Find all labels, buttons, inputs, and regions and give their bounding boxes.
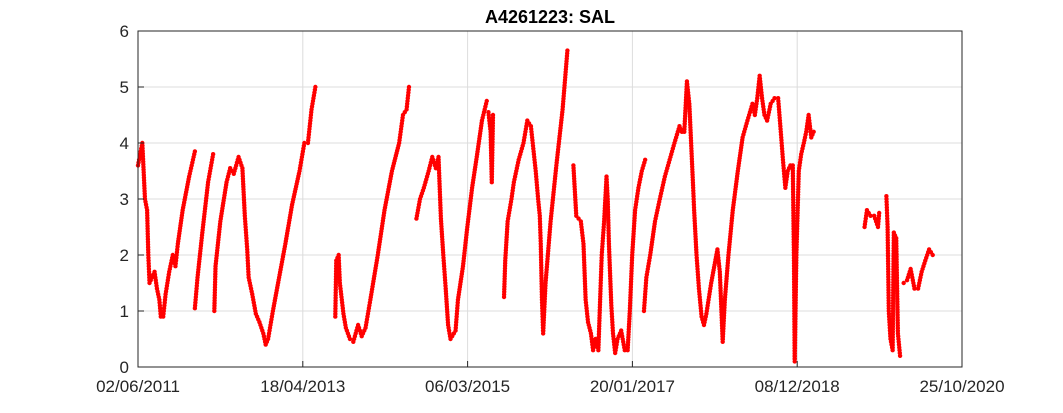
y-tick-label: 3: [120, 190, 129, 209]
data-point: [192, 149, 198, 154]
data-point: [897, 353, 903, 358]
y-tick-label: 0: [120, 358, 129, 377]
data-point: [484, 98, 489, 104]
data-point: [302, 140, 307, 146]
data-point: [811, 129, 816, 134]
data-point: [210, 152, 216, 157]
y-tick-label: 5: [120, 78, 129, 97]
data-point: [565, 48, 570, 53]
data-point: [876, 210, 882, 216]
chart-title: A4261223: SAL: [485, 7, 615, 27]
data-point: [406, 84, 412, 90]
data-point: [930, 252, 935, 258]
data-point: [912, 286, 917, 291]
grid: [137, 30, 963, 368]
x-tick-label: 06/03/2015: [425, 377, 510, 396]
data-point: [642, 157, 648, 162]
data-point: [490, 112, 496, 118]
x-tick-label: 25/10/2020: [919, 377, 1004, 396]
x-tick-label: 20/01/2017: [590, 377, 675, 396]
y-tick-label: 4: [120, 134, 129, 153]
x-tick-label: 18/04/2013: [260, 377, 345, 396]
y-tick-label: 2: [120, 246, 129, 265]
data-series: [135, 48, 935, 364]
data-point: [772, 96, 777, 101]
x-tick-label: 08/12/2018: [755, 377, 840, 396]
data-point: [901, 280, 906, 286]
data-point: [868, 213, 873, 218]
y-tick-label: 6: [120, 22, 129, 41]
y-tick-label: 1: [120, 302, 129, 321]
x-axis: 02/06/2011 18/04/2013 06/03/2015 20/01/2017…: [96, 361, 1005, 396]
data-point: [347, 336, 353, 342]
x-tick-label: 02/06/2011: [96, 377, 180, 396]
y-axis: 0 1 2 3 4 5 6: [120, 22, 144, 377]
data-point: [313, 84, 318, 90]
